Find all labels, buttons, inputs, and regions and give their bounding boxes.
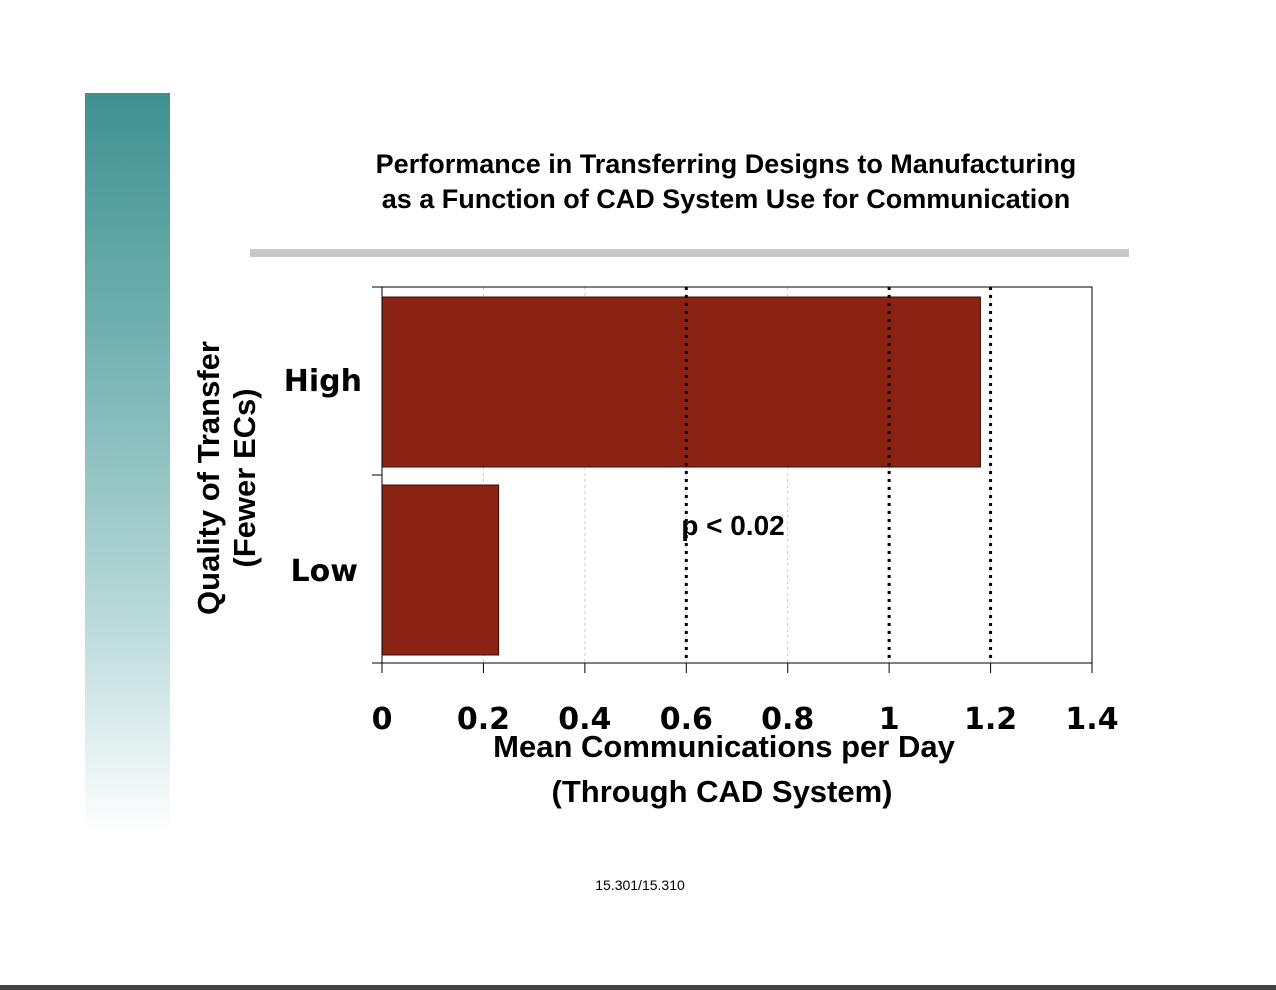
category-label-low: Low [291,554,358,589]
x-tick-label-1: 0.2 [457,702,510,737]
x-tick-label-3: 0.6 [660,702,713,737]
x-tick-label-5: 1 [879,702,900,737]
chart-title-line-2: as a Function of CAD System Use for Comm… [381,184,1071,214]
bar-low [381,484,500,656]
p-value-annotation: p < 0.02 [681,510,785,541]
x-tick-label-7: 1.4 [1065,702,1118,737]
x-axis-title-line-1: Mean Communications per Day [493,729,955,764]
y-axis-title-line-2: (Fewer ECs) [227,388,262,567]
x-tick-label-2: 0.4 [558,702,611,737]
bar-high [381,296,981,468]
x-tick-label-4: 0.8 [761,702,814,737]
footer-course-number: 15.301/15.310 [595,877,685,893]
x-tick-label-0: 0 [372,702,393,737]
title-divider [250,249,1129,257]
x-axis-title-line-2: (Through CAD System) [552,774,893,809]
chart-title-line-1: Performance in Transferring Designs to M… [375,149,1077,179]
category-label-high: High [284,364,362,399]
y-axis-title-line-1: Quality of Transfer [191,341,226,615]
side-accent-bar [85,93,170,833]
x-tick-label-6: 1.2 [964,702,1017,737]
bottom-border [0,985,1276,990]
